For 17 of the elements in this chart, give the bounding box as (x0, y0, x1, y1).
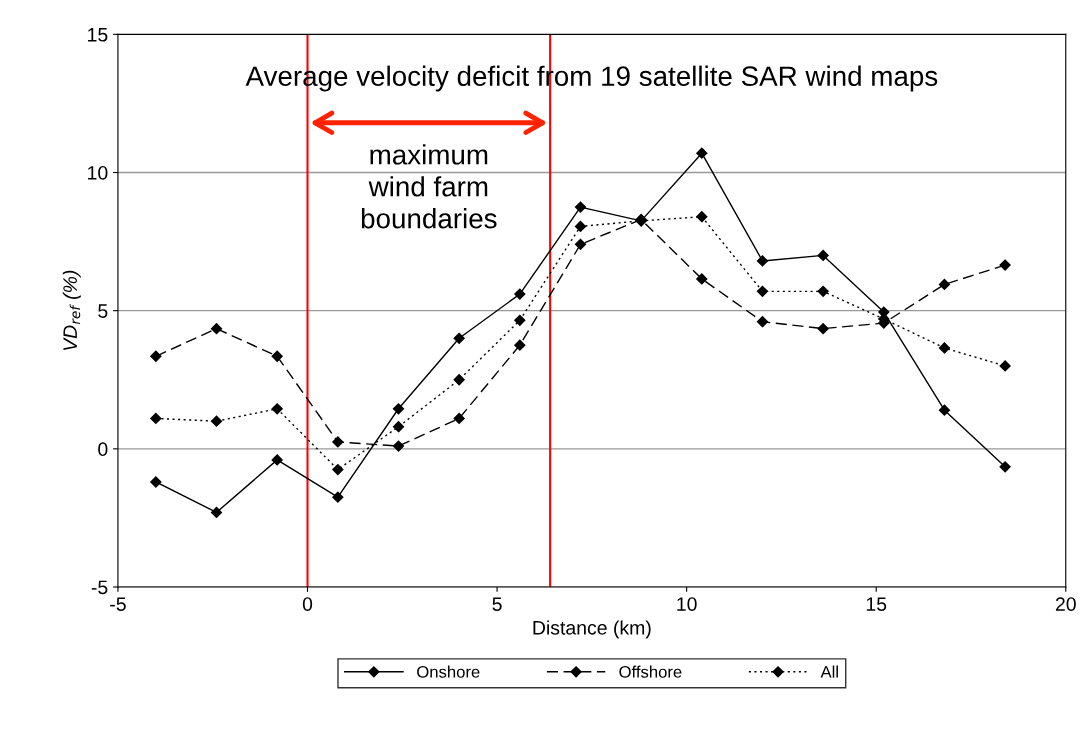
x-tick-label: 10 (677, 597, 697, 611)
annotation: maximum wind farm boundaries (361, 144, 497, 229)
legend-label: All (820, 665, 838, 678)
legend-label: Onshore (417, 665, 480, 678)
y-tick-label: 0 (98, 442, 108, 457)
y-tick-label: 5 (98, 304, 108, 318)
x-tick-label: 20 (1055, 597, 1076, 611)
y-tick-label: 10 (88, 165, 108, 180)
y-tick-label: -5 (91, 580, 108, 595)
x-tick-label: 5 (492, 597, 502, 611)
x-axis-title: Distance (km) (533, 620, 651, 639)
x-tick-label: 15 (866, 597, 887, 611)
y-tick-label: 15 (88, 28, 108, 42)
x-tick-label: -5 (110, 597, 126, 611)
legend-label: Offshore (619, 665, 682, 678)
y-axis-title: VD$_{ref}$ (%) (62, 270, 81, 351)
x-tick-label: 0 (302, 597, 313, 611)
